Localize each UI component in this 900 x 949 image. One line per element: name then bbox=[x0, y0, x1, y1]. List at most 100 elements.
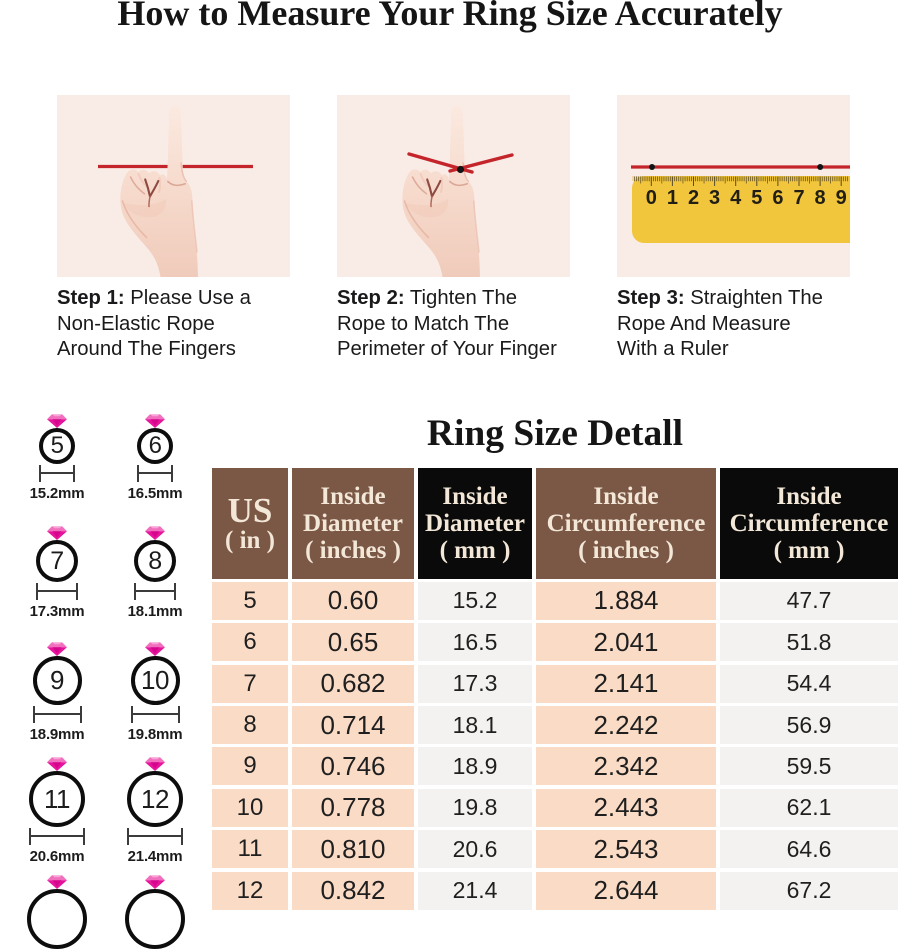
step1-label: Step 1: bbox=[57, 287, 125, 309]
size-cell-r6-c2: 20.6 bbox=[418, 830, 532, 869]
size-cell-r7-c4: 67.2 bbox=[720, 871, 898, 910]
step3-caption-line1: Step 3: Straighten The bbox=[617, 286, 877, 312]
ruler-number: 0 bbox=[646, 187, 657, 209]
ring-diameter-label: 17.3mm bbox=[29, 603, 85, 620]
size-cell-r2-c2: 17.3 bbox=[418, 664, 532, 703]
ring-diameter-label: 20.6mm bbox=[29, 848, 85, 865]
diamond-icon bbox=[145, 875, 165, 889]
size-cell-r5-c2: 19.8 bbox=[418, 788, 532, 827]
ring-size-number: 9 bbox=[50, 664, 64, 695]
size-cell-r6-c4: 64.6 bbox=[720, 830, 898, 869]
size-cell-r4-c4: 59.5 bbox=[720, 747, 898, 786]
diamond-icon bbox=[145, 414, 165, 428]
diameter-measure-line bbox=[36, 583, 78, 600]
header-inside-circumference-mm: Inside Circumference( mm ) bbox=[720, 468, 898, 579]
diamond-icon bbox=[47, 757, 67, 771]
hand-pointing-finger bbox=[401, 104, 482, 277]
ring-circle: 10 bbox=[130, 655, 180, 705]
diameter-measure-line bbox=[134, 583, 176, 600]
step2-caption-line2: Rope to Match The bbox=[337, 312, 510, 335]
diameter-measure-line bbox=[130, 705, 180, 723]
ring-size-number: 11 bbox=[44, 783, 71, 814]
size-cell-r7-c1: 0.842 bbox=[292, 871, 414, 910]
rope-knot-dot bbox=[456, 165, 465, 174]
hand-with-rope-image bbox=[98, 104, 253, 277]
ring-diameter-label: 21.4mm bbox=[127, 848, 183, 865]
size-cell-r2-c4: 54.4 bbox=[720, 664, 898, 703]
size-cell-r0-c0: 5 bbox=[212, 581, 288, 620]
diamond-icon bbox=[145, 757, 165, 771]
size-cell-r3-c0: 8 bbox=[212, 706, 288, 745]
size-cell-r2-c3: 2.141 bbox=[536, 664, 716, 703]
ring-diameter-label: 15.2mm bbox=[29, 485, 85, 502]
size-cell-r3-c3: 2.242 bbox=[536, 706, 716, 745]
header-us-label: US bbox=[227, 490, 273, 530]
table-title: Ring Size Detall bbox=[426, 413, 684, 454]
size-cell-r0-c1: 0.60 bbox=[292, 581, 414, 620]
ruler-number: 2 bbox=[688, 187, 699, 209]
diamond-icon bbox=[145, 526, 165, 540]
diameter-measure-line bbox=[32, 705, 82, 723]
size-cell-r1-c1: 0.65 bbox=[292, 623, 414, 662]
size-cell-r6-c1: 0.810 bbox=[292, 830, 414, 869]
size-cell-r7-c2: 21.4 bbox=[418, 871, 532, 910]
ring-circle: 6 bbox=[137, 428, 173, 464]
ruler-number: 9 bbox=[836, 187, 847, 209]
diamond-icon bbox=[47, 641, 67, 656]
size-cell-r1-c2: 16.5 bbox=[418, 623, 532, 662]
step1-caption: Step 1: Please Use a Non-Elastic Rope Ar… bbox=[57, 286, 317, 363]
size-cell-r6-c3: 2.543 bbox=[536, 830, 716, 869]
header-line: Diameter bbox=[303, 509, 403, 537]
step2-caption-line1: Step 2: Tighten The bbox=[337, 286, 597, 312]
step3-caption-line3: With a Ruler bbox=[617, 338, 729, 361]
size-cell-r3-c4: 56.9 bbox=[720, 706, 898, 745]
size-cell-r7-c3: 2.644 bbox=[536, 871, 716, 910]
size-cell-r6-c0: 11 bbox=[212, 830, 288, 869]
step2-illustration bbox=[337, 95, 570, 277]
step2-label: Step 2: bbox=[337, 287, 405, 309]
header-line: Inside bbox=[442, 482, 508, 510]
diamond-icon bbox=[145, 641, 165, 656]
size-cell-r5-c3: 2.443 bbox=[536, 788, 716, 827]
ring-size-number: 10 bbox=[141, 664, 169, 695]
page-title: How to Measure Your Ring Size Accurately bbox=[117, 0, 783, 33]
size-cell-r0-c4: 47.7 bbox=[720, 581, 898, 620]
header-us-unit: ( in ) bbox=[225, 526, 275, 554]
size-cell-r4-c1: 0.746 bbox=[292, 747, 414, 786]
step3-label: Step 3: bbox=[617, 287, 685, 309]
header-inside-circumference-inches: Inside Circumference( inches ) bbox=[536, 468, 716, 579]
size-cell-r1-c3: 2.041 bbox=[536, 623, 716, 662]
ring-diagrams: 5 15.2mm 6 16.5mm 7 17.3mm bbox=[0, 0, 220, 949]
diameter-measure-line bbox=[39, 465, 75, 482]
size-cell-r5-c4: 62.1 bbox=[720, 788, 898, 827]
ring-size-number: 5 bbox=[50, 432, 64, 459]
ring-diameter-label: 16.5mm bbox=[127, 485, 183, 502]
step1-caption-line1: Step 1: Please Use a bbox=[57, 286, 317, 312]
diameter-measure-line bbox=[137, 465, 173, 482]
ring-size-number: 7 bbox=[50, 546, 64, 575]
ring-circle bbox=[125, 889, 185, 949]
size-cell-r0-c2: 15.2 bbox=[418, 581, 532, 620]
size-cell-r3-c2: 18.1 bbox=[418, 706, 532, 745]
ruler-number: 4 bbox=[730, 187, 742, 209]
header-line: ( inches ) bbox=[578, 536, 674, 564]
header-line: ( inches ) bbox=[305, 536, 401, 564]
size-cell-r4-c0: 9 bbox=[212, 747, 288, 786]
rope-start-dot bbox=[649, 164, 655, 170]
header-line: Inside bbox=[320, 482, 386, 510]
ring-size-number: 12 bbox=[141, 783, 169, 814]
ring-circle: 11 bbox=[29, 771, 85, 827]
ring-size-number: 8 bbox=[148, 546, 162, 575]
ring-circle: 7 bbox=[36, 540, 78, 582]
diameter-measure-line bbox=[127, 828, 183, 845]
header-line: Diameter bbox=[425, 509, 525, 537]
ring-diameter-label: 18.1mm bbox=[127, 603, 183, 620]
step1-caption-line3: Around The Fingers bbox=[57, 338, 236, 361]
step1-caption-text: Please Use a bbox=[124, 287, 251, 309]
header-inside-diameter-mm: Inside Diameter( mm ) bbox=[418, 468, 532, 579]
header-line: Inside bbox=[776, 482, 842, 510]
size-cell-r7-c0: 12 bbox=[212, 871, 288, 910]
header-line: ( mm ) bbox=[773, 536, 845, 564]
